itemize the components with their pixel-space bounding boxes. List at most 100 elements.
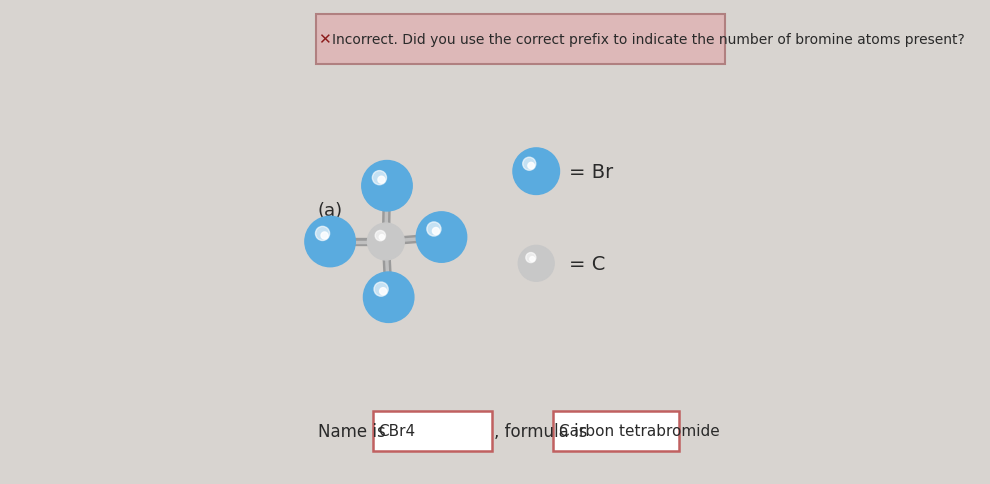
Circle shape: [371, 227, 401, 257]
Circle shape: [518, 153, 554, 190]
Circle shape: [384, 240, 388, 244]
Circle shape: [322, 233, 339, 251]
Circle shape: [423, 219, 460, 257]
Circle shape: [385, 241, 387, 243]
Circle shape: [519, 154, 553, 189]
Circle shape: [422, 217, 461, 257]
Text: = C: = C: [569, 254, 606, 273]
Circle shape: [535, 171, 538, 173]
Circle shape: [321, 232, 328, 240]
Circle shape: [375, 175, 398, 197]
FancyBboxPatch shape: [373, 411, 492, 451]
Circle shape: [374, 230, 398, 254]
Circle shape: [521, 157, 551, 187]
Circle shape: [305, 217, 355, 267]
Circle shape: [367, 276, 410, 319]
Circle shape: [379, 235, 384, 240]
Circle shape: [368, 225, 403, 259]
Circle shape: [439, 235, 444, 240]
Circle shape: [377, 286, 400, 309]
Circle shape: [374, 283, 388, 297]
Circle shape: [319, 231, 342, 253]
Circle shape: [309, 221, 351, 263]
Circle shape: [376, 232, 396, 252]
Circle shape: [311, 223, 349, 261]
Circle shape: [369, 169, 405, 204]
Circle shape: [323, 234, 338, 250]
Circle shape: [318, 229, 343, 255]
Circle shape: [327, 238, 334, 246]
Circle shape: [371, 280, 406, 315]
Circle shape: [369, 279, 408, 317]
Circle shape: [534, 169, 539, 174]
Circle shape: [519, 247, 553, 281]
Circle shape: [373, 283, 404, 313]
Circle shape: [523, 158, 536, 171]
Circle shape: [527, 254, 546, 273]
Circle shape: [372, 171, 386, 185]
Circle shape: [535, 262, 538, 266]
Circle shape: [530, 257, 535, 262]
Circle shape: [367, 166, 407, 207]
Circle shape: [523, 158, 550, 186]
Circle shape: [532, 167, 541, 177]
Circle shape: [383, 239, 389, 245]
Circle shape: [361, 161, 412, 212]
Circle shape: [436, 231, 447, 244]
Circle shape: [386, 295, 391, 300]
Circle shape: [366, 275, 412, 320]
Circle shape: [306, 218, 354, 266]
Circle shape: [519, 246, 554, 282]
Circle shape: [380, 237, 391, 247]
Circle shape: [514, 150, 558, 194]
Circle shape: [365, 165, 409, 208]
Text: Name is: Name is: [318, 422, 386, 440]
Circle shape: [373, 229, 399, 255]
Circle shape: [329, 241, 332, 243]
Circle shape: [531, 166, 543, 178]
Circle shape: [526, 161, 546, 182]
Circle shape: [525, 160, 547, 183]
Circle shape: [517, 152, 556, 192]
Circle shape: [533, 260, 540, 267]
FancyBboxPatch shape: [316, 15, 726, 65]
Circle shape: [438, 234, 446, 242]
FancyBboxPatch shape: [553, 411, 679, 451]
Circle shape: [378, 178, 396, 195]
Circle shape: [528, 164, 545, 180]
Circle shape: [427, 223, 441, 237]
Circle shape: [529, 257, 544, 271]
Text: CBr4: CBr4: [378, 424, 416, 438]
Circle shape: [530, 257, 543, 270]
Circle shape: [379, 179, 395, 194]
Circle shape: [378, 235, 393, 249]
Circle shape: [420, 216, 463, 259]
Circle shape: [520, 248, 552, 280]
Circle shape: [324, 236, 337, 248]
Circle shape: [378, 177, 385, 184]
Circle shape: [387, 296, 390, 299]
Circle shape: [523, 250, 549, 277]
Text: , formula is: , formula is: [494, 422, 587, 440]
Circle shape: [528, 255, 545, 273]
Circle shape: [437, 232, 446, 242]
Text: (a): (a): [318, 201, 344, 220]
Circle shape: [369, 226, 403, 258]
Circle shape: [382, 182, 392, 191]
Circle shape: [310, 222, 350, 262]
Circle shape: [368, 167, 406, 205]
Circle shape: [373, 172, 401, 200]
Circle shape: [521, 249, 551, 279]
Circle shape: [430, 226, 452, 249]
Circle shape: [375, 231, 397, 253]
Text: Carbon tetrabromide: Carbon tetrabromide: [559, 424, 720, 438]
Circle shape: [428, 224, 455, 251]
Circle shape: [314, 226, 346, 258]
Circle shape: [380, 289, 398, 306]
Circle shape: [383, 182, 391, 190]
Circle shape: [363, 272, 414, 323]
Circle shape: [433, 229, 450, 246]
Circle shape: [381, 180, 393, 193]
Circle shape: [527, 163, 545, 181]
Circle shape: [425, 221, 457, 254]
